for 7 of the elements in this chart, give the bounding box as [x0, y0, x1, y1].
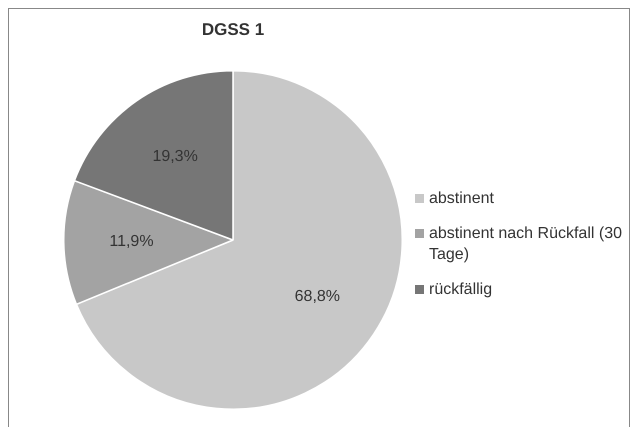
data-label: 11,9% [109, 233, 154, 250]
data-label: 68,8% [294, 288, 340, 305]
legend-label: abstinent nach Rückfall (30 Tage) [429, 224, 623, 265]
legend-label: rückfällig [429, 280, 492, 300]
data-label: 19,3% [152, 148, 198, 165]
legend-label: abstinent [429, 189, 494, 209]
chart-title: DGSS 1 [200, 20, 266, 40]
